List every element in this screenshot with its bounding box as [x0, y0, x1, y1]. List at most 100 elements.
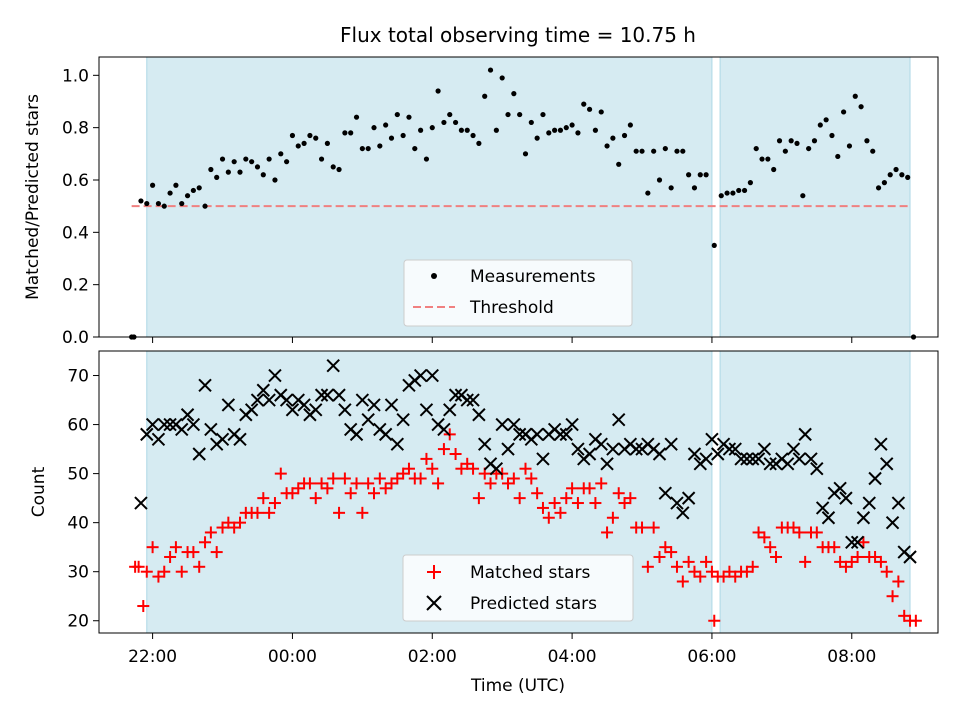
measurement-point	[225, 169, 231, 175]
predicted-star-point	[443, 403, 457, 417]
predicted-star-point	[320, 388, 335, 402]
predicted-star-point	[652, 447, 667, 461]
measurement-point	[811, 138, 818, 144]
predicted-star-point	[676, 506, 690, 520]
matched-star-point	[857, 536, 870, 549]
measurement-point	[353, 114, 360, 120]
predicted-star-point	[204, 422, 218, 437]
predicted-star-point	[845, 535, 859, 549]
bottom-y-tick-label: 60	[67, 416, 89, 436]
bottom-observing-interval	[719, 350, 911, 634]
matched-star-point	[810, 526, 823, 539]
predicted-star-point	[186, 417, 201, 432]
measurement-point	[759, 156, 765, 162]
measurement-point	[155, 200, 162, 207]
predicted-star-point	[699, 452, 713, 466]
measurement-point	[864, 138, 870, 144]
matched-star-point	[653, 550, 666, 563]
measurement-point	[301, 140, 307, 146]
measurement-point	[493, 127, 499, 133]
bottom-legend: Matched stars Predicted stars	[402, 554, 634, 622]
matched-star-point	[321, 482, 334, 495]
matched-star-point	[467, 462, 480, 475]
measurement-point	[563, 125, 569, 131]
measurement-point	[645, 190, 651, 196]
bottom-y-axis-label: Count	[29, 466, 49, 517]
measurement-point	[534, 135, 540, 141]
predicted-star-point	[582, 447, 597, 461]
matched-star-point	[210, 546, 223, 559]
predicted-star-point	[815, 501, 830, 515]
measurement-point	[254, 164, 261, 170]
predicted-star-point	[880, 457, 894, 471]
predicted-star-point	[728, 442, 742, 456]
predicted-star-point	[792, 452, 807, 466]
predicted-star-point	[722, 442, 737, 456]
measurement-point	[150, 182, 156, 188]
measurement-point	[528, 119, 534, 126]
predicted-star-point	[664, 437, 678, 451]
measurement-point	[330, 164, 336, 170]
bottom-y-tick-label: 30	[67, 563, 89, 583]
matched-star-point	[665, 546, 678, 559]
matched-star-point	[426, 462, 439, 475]
matched-star-point	[344, 487, 357, 500]
measurement-point	[604, 143, 610, 149]
matched-star-point	[566, 482, 579, 495]
matched-star-point	[368, 487, 381, 500]
predicted-star-point	[448, 388, 463, 402]
predicted-star-point	[839, 491, 853, 505]
measurement-point	[173, 182, 179, 188]
measurement-point	[406, 114, 412, 120]
predicted-star-point	[472, 408, 486, 422]
measurement-point	[823, 117, 829, 123]
measurement-point	[394, 111, 400, 118]
bottom-panel: 20 30 40 50 60 70 22:00 00:00 02:00 04:00 06:00 08…	[29, 350, 939, 696]
x-tick-label: 06:00	[687, 647, 736, 667]
matched-star-point	[362, 477, 375, 490]
matched-star-point	[874, 555, 887, 568]
measurement-point	[616, 161, 622, 167]
measurement-point	[782, 148, 788, 154]
measurement-point	[711, 242, 717, 249]
legend-matched-marker	[427, 565, 441, 579]
measurement-point	[829, 132, 835, 139]
measurement-point	[718, 193, 724, 199]
predicted-star-point	[309, 403, 323, 417]
predicted-star-point	[466, 393, 480, 407]
predicted-star-point	[903, 550, 917, 564]
measurement-point	[852, 93, 858, 99]
predicted-star-point	[396, 412, 410, 427]
legend-measurements-marker	[431, 273, 437, 279]
measurement-point	[517, 111, 523, 118]
measurement-point	[557, 127, 564, 133]
matched-star-point	[233, 516, 246, 529]
predicted-star-point	[670, 496, 684, 510]
measurement-point	[511, 91, 517, 97]
matched-star-point	[525, 472, 538, 485]
measurement-point	[753, 145, 759, 152]
measurement-point	[499, 75, 505, 81]
top-panel: 0.0 0.2 0.4 0.6 0.8 1.0 Matched/Predicted sta…	[23, 56, 939, 348]
matched-star-point	[187, 546, 200, 559]
measurement-point	[598, 109, 604, 115]
measurement-point	[806, 145, 812, 152]
matched-star-point	[402, 462, 415, 475]
matched-star-point	[548, 497, 561, 510]
measurement-point	[505, 111, 511, 118]
predicted-star-point	[780, 457, 795, 471]
predicted-star-point	[250, 393, 265, 407]
measurement-point	[905, 174, 911, 180]
predicted-star-point	[285, 403, 300, 417]
matched-star-point	[793, 526, 806, 539]
measurement-point	[383, 122, 389, 128]
measurement-point	[318, 156, 325, 162]
measurement-point	[295, 143, 301, 149]
measurement-point	[365, 145, 371, 152]
predicted-star-point	[180, 408, 195, 422]
matched-star-point	[175, 565, 188, 578]
measurement-point	[703, 172, 709, 178]
predicted-star-point	[565, 417, 579, 432]
matched-star-point	[612, 487, 625, 500]
matched-star-point	[484, 477, 497, 490]
